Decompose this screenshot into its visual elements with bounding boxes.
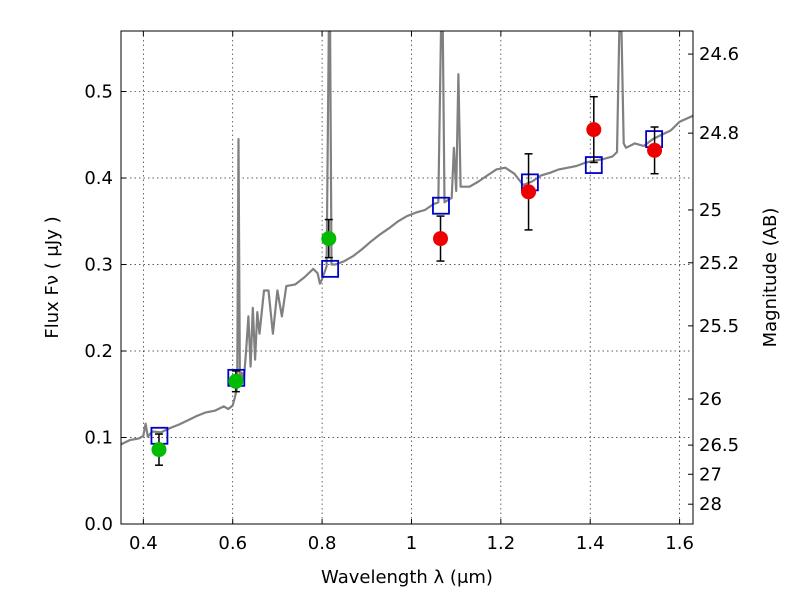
observed-nir-point — [433, 231, 449, 247]
model-photometry-point — [432, 196, 450, 215]
data-points — [150, 95, 664, 466]
y2-tick-label: 25 — [699, 200, 722, 221]
x-tick-label: 1.6 — [665, 533, 694, 554]
y2-tick-label: 26 — [699, 389, 722, 410]
observed-nir-point — [521, 184, 537, 200]
x-tick-label: 1 — [406, 533, 417, 554]
x-tick-label: 0.4 — [129, 533, 158, 554]
x-axis-label: Wavelength λ (μm) — [321, 567, 493, 588]
y2-tick-label: 26.5 — [699, 435, 739, 456]
y2-tick-label: 24.8 — [699, 123, 739, 144]
observed-nir-point — [647, 142, 663, 158]
gridlines — [121, 31, 693, 525]
y-tick-label: 0.3 — [84, 255, 113, 276]
observed-optical-point — [151, 442, 167, 458]
y2-tick-label: 28 — [699, 494, 722, 515]
y2-axis-label: Magnitude (AB) — [760, 208, 781, 348]
y-tick-label: 0.4 — [84, 168, 113, 189]
axis-ticks: 0.4 0.6 0.8 1 1.2 1.4 1.6 0.0 0.1 0.2 0.3 0.4 0.5 24.… — [84, 31, 739, 554]
y-axis-label: Flux Fν ( μJy ) — [42, 216, 63, 338]
x-tick-label: 1.2 — [487, 533, 516, 554]
y2-tick-label: 25.5 — [699, 316, 739, 337]
observed-optical-point — [228, 373, 244, 389]
y2-tick-label: 24.6 — [699, 44, 739, 65]
observed-nir-point — [586, 122, 602, 138]
y2-tick-label: 25.2 — [699, 253, 739, 274]
x-tick-label: 0.8 — [308, 533, 337, 554]
y-tick-label: 0.5 — [84, 82, 113, 103]
model-spectrum-line — [121, 31, 693, 446]
model-photometry-point — [321, 259, 340, 278]
y-tick-label: 0.1 — [84, 428, 113, 449]
y2-tick-label: 27 — [699, 464, 722, 485]
model-spectrum — [121, 31, 693, 446]
observed-optical-point — [321, 231, 337, 247]
x-tick-label: 1.4 — [576, 533, 605, 554]
y-tick-label: 0.2 — [84, 341, 113, 362]
plot-frame — [120, 30, 694, 525]
y-tick-label: 0.0 — [84, 514, 113, 535]
x-tick-label: 0.6 — [218, 533, 247, 554]
